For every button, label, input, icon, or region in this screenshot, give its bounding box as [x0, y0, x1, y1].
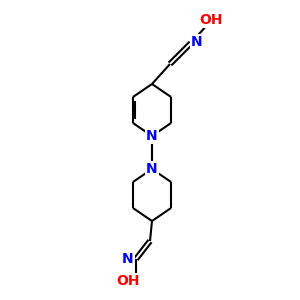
Text: OH: OH	[116, 274, 140, 288]
Text: N: N	[146, 129, 158, 143]
Text: N: N	[191, 35, 203, 49]
Text: OH: OH	[199, 13, 223, 27]
Text: N: N	[122, 252, 134, 266]
Text: N: N	[146, 162, 158, 176]
